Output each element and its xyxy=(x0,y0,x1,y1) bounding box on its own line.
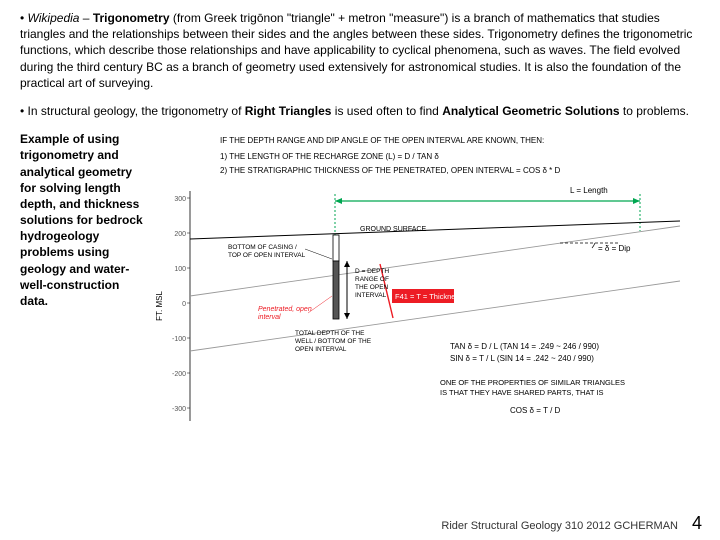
analytical-solutions: Analytical Geometric Solutions xyxy=(442,104,619,118)
y-ticks: 300 200 100 0 -100 -200 -300 xyxy=(172,196,190,413)
sin-eq: SIN δ = T / L (SIN 14 = .242 ~ 240 / 990… xyxy=(450,354,594,363)
slide-footer: Rider Structural Geology 310 2012 GCHERM… xyxy=(441,513,702,534)
svg-text:100: 100 xyxy=(174,266,186,273)
diagram-line2: 2) THE STRATIGRAPHIC THICKNESS OF THE PE… xyxy=(220,166,561,175)
well xyxy=(333,235,350,319)
wiki-label: Wikipedia xyxy=(28,11,80,25)
similar-triangles: ONE OF THE PROPERTIES OF SIMILAR TRIANGL… xyxy=(440,378,627,397)
svg-text:-100: -100 xyxy=(172,336,186,343)
depth-label: D = DEPTH RANGE OF THE OPEN INTERVAL xyxy=(355,268,391,299)
svg-text:200: 200 xyxy=(174,231,186,238)
y-axis-label: FT. MSL xyxy=(155,291,164,321)
svg-text:-300: -300 xyxy=(172,406,186,413)
diagram-line1: 1) THE LENGTH OF THE RECHARGE ZONE (L) =… xyxy=(220,152,439,161)
example-caption: Example of using trigonometry and analyt… xyxy=(20,131,150,441)
ground-surface-label: GROUND SURFACE xyxy=(360,226,426,233)
thickness-line: F41 = T = Thickness xyxy=(380,264,463,318)
p2t2: is used often to find xyxy=(331,104,442,118)
right-triangles: Right Triangles xyxy=(245,104,332,118)
page-number: 4 xyxy=(692,513,702,534)
cos-eq: COS δ = T / D xyxy=(510,406,561,415)
trigonometry-diagram: IF THE DEPTH RANGE AND DIP ANGLE OF THE … xyxy=(150,131,700,441)
bullet: • xyxy=(20,104,28,118)
total-depth-label: TOTAL DEPTH OF THE WELL / BOTTOM OF THE … xyxy=(295,330,373,353)
tan-eq: TAN δ = D / L (TAN 14 = .249 ~ 246 / 990… xyxy=(450,342,599,351)
penetrated-label: Penetrated, open interval xyxy=(258,306,314,321)
bullet: • xyxy=(20,11,28,25)
svg-text:L = Length: L = Length xyxy=(570,186,608,195)
dash: – xyxy=(79,11,92,25)
diagram-header: IF THE DEPTH RANGE AND DIP ANGLE OF THE … xyxy=(220,136,544,145)
length-arrow: L = Length xyxy=(335,186,640,251)
dip-angle: = δ = Dip xyxy=(560,243,631,253)
structural-geology-paragraph: • In structural geology, the trigonometr… xyxy=(20,103,700,119)
svg-text:F41 = T = Thickness: F41 = T = Thickness xyxy=(395,292,463,301)
p2t1: In structural geology, the trigonometry … xyxy=(28,104,245,118)
svg-text:0: 0 xyxy=(182,301,186,308)
svg-text:= δ = Dip: = δ = Dip xyxy=(598,244,631,253)
footer-text: Rider Structural Geology 310 2012 GCHERM… xyxy=(441,520,678,532)
svg-text:-200: -200 xyxy=(172,371,186,378)
term-trigonometry: Trigonometry xyxy=(93,11,170,25)
wikipedia-paragraph: • Wikipedia – Trigonometry (from Greek t… xyxy=(20,10,700,91)
p2t3: to problems. xyxy=(620,104,689,118)
svg-text:300: 300 xyxy=(174,196,186,203)
casing-label: BOTTOM OF CASING / TOP OF OPEN INTERVAL xyxy=(228,244,306,259)
